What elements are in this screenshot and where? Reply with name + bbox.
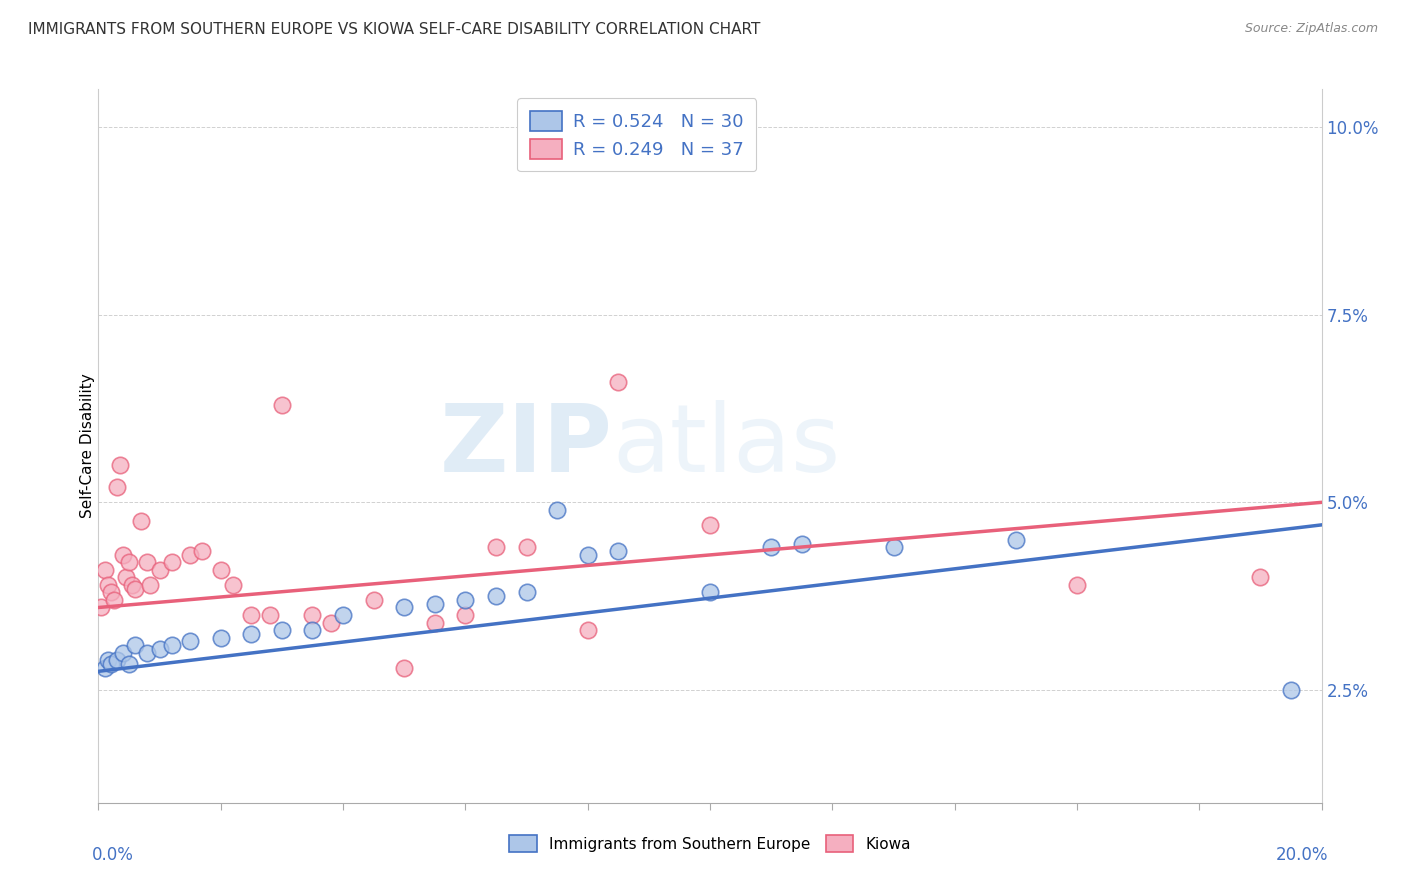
Point (124, 638, 146, 652)
Point (105, 653, 128, 667)
Point (392, 600, 416, 615)
Point (761, 541, 783, 555)
Point (149, 641, 172, 656)
Text: atlas: atlas (612, 400, 841, 492)
Point (1250, 570, 1272, 584)
Point (485, 589, 508, 603)
Point (332, 607, 354, 622)
Point (259, 607, 281, 622)
Point (136, 556, 159, 570)
Text: 20.0%: 20.0% (1275, 846, 1327, 863)
Point (301, 607, 323, 622)
Point (97, 653, 120, 667)
Point (883, 541, 905, 555)
Point (108, 458, 131, 472)
Point (454, 593, 477, 607)
Point (111, 646, 134, 660)
Point (699, 517, 721, 532)
Point (129, 514, 152, 528)
Point (423, 597, 446, 611)
Point (270, 623, 294, 637)
Point (93, 660, 115, 674)
Point (363, 593, 385, 607)
Point (546, 503, 568, 517)
Point (240, 607, 263, 622)
Point (105, 480, 128, 494)
Point (392, 660, 416, 674)
Point (93, 563, 115, 577)
Point (790, 536, 813, 550)
Point (100, 657, 122, 671)
Point (607, 544, 630, 558)
Point (111, 548, 134, 562)
Point (191, 544, 214, 558)
Point (97, 578, 120, 592)
Point (454, 607, 477, 622)
Point (240, 627, 263, 641)
Text: ZIP: ZIP (439, 400, 612, 492)
Y-axis label: Self-Care Disability: Self-Care Disability (80, 374, 94, 518)
Point (209, 631, 232, 645)
Point (179, 634, 201, 648)
Point (485, 541, 508, 555)
Point (516, 585, 538, 599)
Point (118, 657, 141, 671)
Point (699, 585, 721, 599)
Text: 0.0%: 0.0% (93, 846, 134, 863)
Point (301, 623, 323, 637)
Point (139, 578, 162, 592)
Point (1004, 533, 1026, 547)
Point (1279, 683, 1302, 698)
Point (149, 563, 172, 577)
Point (423, 615, 446, 630)
Point (576, 623, 599, 637)
Point (118, 556, 141, 570)
Legend: Immigrants from Southern Europe, Kiowa: Immigrants from Southern Europe, Kiowa (502, 828, 918, 859)
Point (124, 582, 146, 596)
Point (607, 375, 630, 389)
Point (516, 541, 538, 555)
Point (103, 593, 125, 607)
Point (1066, 578, 1088, 592)
Point (121, 578, 143, 592)
Point (90, 600, 112, 615)
Point (115, 570, 138, 584)
Point (222, 578, 245, 592)
Point (319, 615, 342, 630)
Point (160, 638, 183, 652)
Point (100, 585, 122, 599)
Point (576, 548, 599, 562)
Point (160, 556, 183, 570)
Point (270, 398, 294, 412)
Point (136, 646, 159, 660)
Point (209, 563, 232, 577)
Point (179, 548, 201, 562)
Text: IMMIGRANTS FROM SOUTHERN EUROPE VS KIOWA SELF-CARE DISABILITY CORRELATION CHART: IMMIGRANTS FROM SOUTHERN EUROPE VS KIOWA… (28, 22, 761, 37)
Text: Source: ZipAtlas.com: Source: ZipAtlas.com (1244, 22, 1378, 36)
